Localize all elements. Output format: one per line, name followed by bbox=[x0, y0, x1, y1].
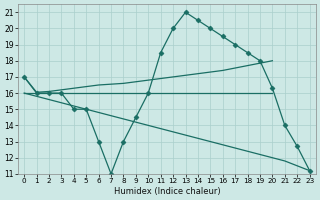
X-axis label: Humidex (Indice chaleur): Humidex (Indice chaleur) bbox=[114, 187, 220, 196]
